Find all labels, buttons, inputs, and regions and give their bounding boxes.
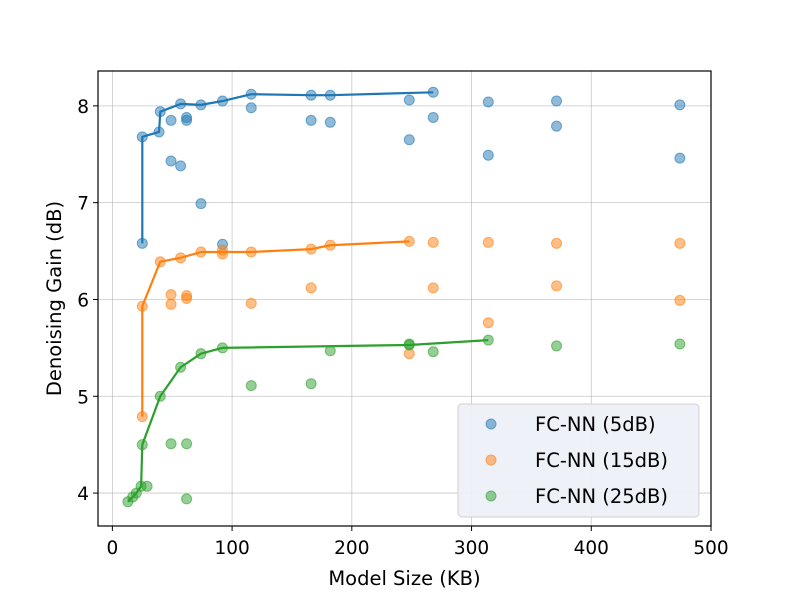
y-tick-label: 4 <box>77 484 89 505</box>
legend-label: FC-NN (5dB) <box>535 413 656 436</box>
data-point <box>674 99 686 111</box>
data-point <box>551 237 563 249</box>
data-point <box>305 114 317 126</box>
data-point <box>181 111 193 123</box>
legend-marker <box>485 418 497 430</box>
data-point <box>551 340 563 352</box>
y-tick-label: 6 <box>77 290 89 311</box>
data-point <box>165 114 177 126</box>
y-axis-label: Denoising Gain (dB) <box>43 201 66 396</box>
data-point <box>165 289 177 301</box>
series-2 <box>136 235 686 423</box>
legend: FC-NN (5dB) FC-NN (15dB) FC-NN (25dB) <box>457 403 700 518</box>
data-point <box>181 290 193 302</box>
data-point <box>482 236 494 248</box>
data-point <box>403 134 415 146</box>
data-marks <box>122 86 686 508</box>
legend-box <box>457 403 700 518</box>
data-point <box>427 111 439 123</box>
data-point <box>551 95 563 107</box>
data-point <box>482 317 494 329</box>
data-point <box>165 438 177 450</box>
y-tick-label: 8 <box>77 97 89 118</box>
data-point <box>403 94 415 106</box>
data-point <box>181 438 193 450</box>
x-tick-label: 100 <box>214 538 249 559</box>
data-point <box>175 160 187 172</box>
axis-ticks: 0 100 200 300 400 500 4 5 6 7 8 <box>77 97 728 559</box>
legend-marker <box>485 490 497 502</box>
data-point <box>482 149 494 161</box>
data-point <box>427 282 439 294</box>
x-tick-label: 400 <box>574 538 609 559</box>
y-tick-label: 7 <box>77 194 89 215</box>
legend-marker <box>485 454 497 466</box>
data-point <box>305 378 317 390</box>
data-point <box>482 96 494 108</box>
data-point <box>674 152 686 164</box>
series-1 <box>136 86 686 250</box>
x-tick-label: 300 <box>454 538 489 559</box>
frontier-line <box>141 240 410 417</box>
plot-frame <box>97 70 712 527</box>
x-tick-label: 0 <box>106 538 118 559</box>
series-3 <box>122 334 686 508</box>
data-point <box>195 198 207 210</box>
data-point <box>674 237 686 249</box>
legend-label: FC-NN (15dB) <box>535 449 668 472</box>
data-point <box>181 493 193 505</box>
data-point <box>141 480 153 492</box>
data-point <box>165 155 177 167</box>
x-axis-label: Model Size (KB) <box>328 567 480 590</box>
data-point <box>245 102 257 114</box>
data-point <box>551 280 563 292</box>
data-point <box>427 346 439 358</box>
legend-label: FC-NN (25dB) <box>535 485 668 508</box>
data-point <box>674 338 686 350</box>
x-tick-label: 500 <box>693 538 728 559</box>
x-tick-label: 200 <box>334 538 369 559</box>
data-point <box>674 294 686 306</box>
data-point <box>324 116 336 128</box>
data-point <box>165 298 177 310</box>
y-tick-label: 5 <box>77 387 89 408</box>
frontier-line <box>127 339 489 503</box>
frontier-line <box>141 91 434 244</box>
data-point <box>427 236 439 248</box>
data-point <box>217 244 229 256</box>
data-point <box>245 297 257 309</box>
data-point <box>305 282 317 294</box>
data-point <box>551 120 563 132</box>
data-point <box>245 380 257 392</box>
